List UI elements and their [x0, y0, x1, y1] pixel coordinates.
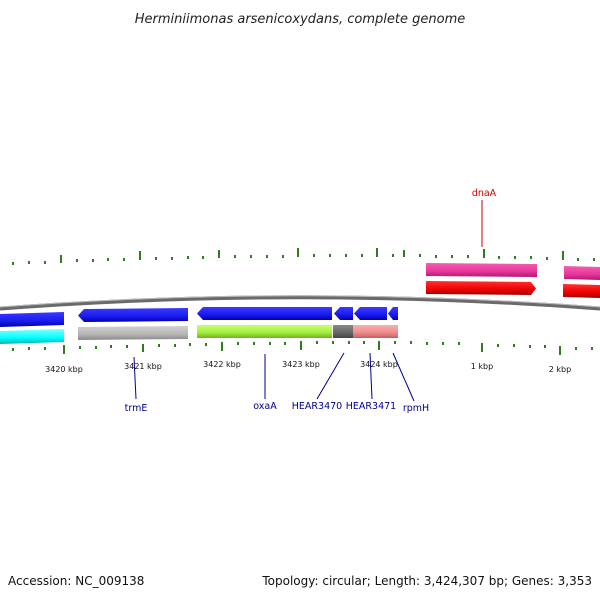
- upper-scale-ticks: [12, 248, 595, 265]
- genome-backbone: [0, 295, 600, 311]
- leader-line-trme: [133, 356, 137, 400]
- gene-label-dnaa: dnaA: [472, 188, 497, 199]
- gene-label-oxaa: oxaA: [253, 401, 277, 412]
- cds-feature-rpmh[interactable]: [388, 307, 398, 320]
- scale-label: 3420 kbp: [45, 365, 83, 374]
- map-title: Herminiimonas arsenicoxydans, complete g…: [135, 12, 465, 27]
- gene-feature-trme[interactable]: [78, 326, 188, 340]
- cds-feature-next[interactable]: [563, 284, 600, 298]
- gene-feature-hear3470[interactable]: [333, 325, 353, 338]
- leader-line-rpmh: [392, 352, 415, 402]
- gene-label-trme: trmE: [125, 403, 148, 414]
- leader-line-hear3471: [369, 352, 373, 400]
- gene-label-hear3470: HEAR3470: [292, 401, 342, 412]
- scale-label: 1 kbp: [471, 362, 493, 371]
- scale-label: 3424 kbp: [360, 360, 398, 369]
- scale-label: 2 kbp: [549, 365, 571, 374]
- gene-feature-dnaa[interactable]: [426, 263, 537, 277]
- gene-feature-oxaa[interactable]: [197, 325, 332, 338]
- genome-backbone-highlight: [0, 295, 600, 308]
- cds-feature-left[interactable]: [0, 312, 64, 327]
- leader-line-hear3470: [316, 352, 345, 400]
- gene-feature-hear3471[interactable]: [353, 325, 398, 338]
- gene-label-rpmh: rpmH: [403, 403, 429, 414]
- scale-label: 3423 kbp: [282, 360, 320, 369]
- topology-text: Topology: circular; Length: 3,424,307 bp…: [261, 574, 592, 588]
- gene-label-hear3471: HEAR3471: [346, 401, 396, 412]
- scale-label: 3421 kbp: [124, 362, 162, 371]
- scale-labels: 3420 kbp 3421 kbp 3422 kbp 3423 kbp 3424…: [45, 360, 571, 374]
- cds-feature-oxaa[interactable]: [197, 307, 332, 320]
- scale-label: 3422 kbp: [203, 360, 241, 369]
- gene-feature-left[interactable]: [0, 329, 64, 344]
- accession-text: Accession: NC_009138: [8, 574, 144, 588]
- lower-gene-labels: [133, 352, 415, 402]
- cds-feature-hear3471[interactable]: [354, 307, 387, 320]
- cds-feature-hear3470[interactable]: [334, 307, 353, 320]
- cds-feature-trme[interactable]: [78, 308, 188, 322]
- lower-scale-ticks: [12, 341, 593, 355]
- gene-feature-next[interactable]: [564, 266, 600, 280]
- cds-feature-dnaa[interactable]: [426, 281, 536, 295]
